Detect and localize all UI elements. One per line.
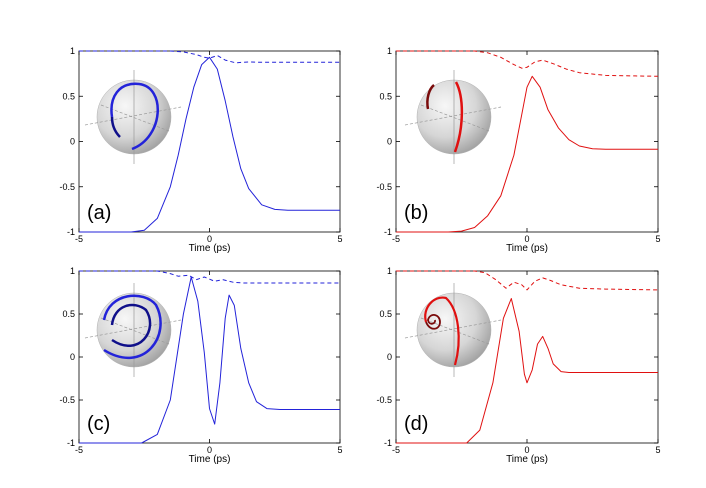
series-line-dashed bbox=[396, 50, 659, 77]
y-tick-label: -0.5 bbox=[59, 182, 75, 192]
y-tick-label: -1 bbox=[67, 227, 75, 237]
x-tick-label: 5 bbox=[337, 234, 342, 244]
y-tick-label: -1 bbox=[384, 438, 392, 448]
y-tick-label: 1 bbox=[387, 46, 392, 56]
x-tick-label: -5 bbox=[75, 234, 83, 244]
panel-label: (c) bbox=[87, 413, 110, 435]
panel-label: (a) bbox=[87, 202, 111, 224]
y-tick-label: 0 bbox=[70, 137, 75, 147]
series-line-dashed bbox=[396, 270, 659, 291]
x-tick-label: 0 bbox=[207, 445, 212, 455]
sphere-axis-diag-1 bbox=[84, 106, 182, 126]
x-tick-label: 5 bbox=[337, 445, 342, 455]
x-tick-label: -5 bbox=[75, 445, 83, 455]
y-tick-label: 0 bbox=[387, 352, 392, 362]
series-line-solid bbox=[396, 75, 658, 233]
x-axis-label: Time (ps) bbox=[189, 454, 231, 465]
poincare-sphere-inset bbox=[404, 283, 502, 377]
y-tick-label: 0.5 bbox=[379, 91, 392, 101]
x-tick-label: -5 bbox=[392, 234, 400, 244]
sphere-trajectory-back bbox=[426, 84, 435, 110]
x-tick-label: 5 bbox=[655, 445, 660, 455]
series-line-dashed bbox=[79, 50, 340, 64]
series-line-solid bbox=[79, 56, 340, 233]
y-tick-label: 0.5 bbox=[379, 309, 392, 319]
y-tick-label: 0 bbox=[70, 352, 75, 362]
y-tick-label: -1 bbox=[67, 438, 75, 448]
series-line-solid bbox=[79, 276, 340, 444]
y-tick-label: 1 bbox=[70, 46, 75, 56]
y-tick-label: -0.5 bbox=[376, 182, 392, 192]
panel-label: (b) bbox=[404, 202, 428, 224]
sphere-axis-diag-1 bbox=[404, 319, 502, 339]
y-tick-label: 0.5 bbox=[62, 309, 75, 319]
x-tick-label: 0 bbox=[207, 234, 212, 244]
sphere-axis-diag-1 bbox=[404, 106, 502, 126]
y-tick-label: 0.5 bbox=[62, 91, 75, 101]
poincare-sphere-inset bbox=[404, 70, 502, 164]
sphere-trajectory bbox=[424, 296, 460, 366]
sphere-trajectory bbox=[102, 294, 162, 359]
x-axis-label: Time (ps) bbox=[506, 243, 548, 254]
sphere-trajectory bbox=[453, 81, 464, 153]
panel-4: 1 0.5 0 -0.5 -1-5 0 5 Time (ps) (d) bbox=[376, 266, 660, 465]
panel-2: 1 0.5 0 -0.5 -1-5 0 5 Time (ps) (b) bbox=[376, 46, 660, 254]
x-axis-label: Time (ps) bbox=[189, 243, 231, 254]
x-tick-label: 0 bbox=[524, 445, 529, 455]
x-tick-label: -5 bbox=[392, 445, 400, 455]
panel-3: 1 0.5 0 -0.5 -1-5 0 5 Time (ps) (c) bbox=[59, 266, 342, 465]
y-tick-label: -0.5 bbox=[376, 395, 392, 405]
panel-1: 1 0.5 0 -0.5 -1-5 0 5 Time (ps) (a) bbox=[59, 46, 342, 254]
panel-label: (d) bbox=[404, 413, 428, 435]
x-axis-label: Time (ps) bbox=[506, 454, 548, 465]
sphere-axis-diag-2 bbox=[420, 317, 490, 345]
x-tick-label: 0 bbox=[524, 234, 529, 244]
sphere-axis-diag-2 bbox=[420, 104, 490, 132]
poincare-sphere-inset bbox=[84, 283, 182, 377]
x-tick-label: 5 bbox=[655, 234, 660, 244]
sphere-axis-diag-1 bbox=[84, 319, 182, 339]
sphere-trajectory-back bbox=[110, 303, 152, 347]
poincare-sphere-inset bbox=[84, 70, 182, 164]
sphere-trajectory bbox=[110, 82, 159, 151]
series-line-solid bbox=[396, 298, 658, 444]
sphere-trajectory-back bbox=[425, 314, 441, 330]
y-tick-label: 1 bbox=[387, 266, 392, 276]
y-tick-label: -1 bbox=[384, 227, 392, 237]
series-line-dashed bbox=[79, 270, 340, 284]
y-tick-label: 1 bbox=[70, 266, 75, 276]
sphere-trajectory-back bbox=[110, 116, 121, 138]
y-tick-label: 0 bbox=[387, 137, 392, 147]
y-tick-label: -0.5 bbox=[59, 395, 75, 405]
